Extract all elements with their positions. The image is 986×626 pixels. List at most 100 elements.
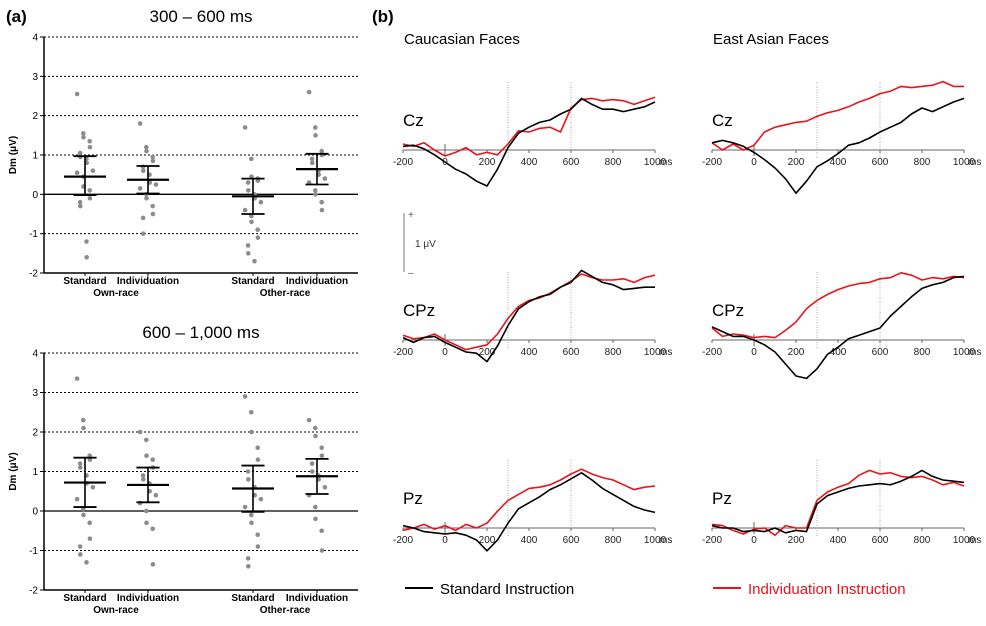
plot-1-data-point <box>322 176 328 181</box>
plot-1-data-point <box>78 203 83 209</box>
plot-2-group-label: Own-race <box>93 605 139 616</box>
plot-1-data-point <box>144 195 149 201</box>
plot-2-data-point <box>310 469 315 474</box>
plot-1-data-point <box>319 199 325 205</box>
plot-2-data-point <box>313 433 318 439</box>
voltage-scale-bar: + – 1 μV <box>403 210 436 279</box>
scale-bar-plus: + <box>408 210 414 221</box>
plot-1-data-point <box>74 170 80 175</box>
erp-cpz-east-asian-x-tick-label: 1000 <box>953 347 976 358</box>
plot-2-data-point <box>313 516 318 522</box>
plot-1-data-point <box>74 91 80 97</box>
plot-2-data-point <box>74 496 80 502</box>
plot-1-data-point <box>87 138 92 144</box>
plot-1-data-point <box>258 199 264 205</box>
erp-cz-caucasian-x-tick-label: 400 <box>521 157 538 168</box>
plot-2-y-tick-label: -1 <box>29 546 38 557</box>
plot-1-data-point <box>141 168 146 174</box>
erp-cpz-east-asian-x-unit-label: ms <box>968 347 981 358</box>
erp-pz-east-asian-x-tick-label: 800 <box>914 535 931 546</box>
legend-standard-label: Standard Instruction <box>440 581 574 598</box>
erp-pz-caucasian-standard-line <box>402 472 656 552</box>
erp-cz-east-asian-x-tick-label: 400 <box>830 157 847 168</box>
plot-1-y-tick-label: -2 <box>29 269 38 280</box>
plot-1-data-point <box>144 148 149 154</box>
plot-1-data-point <box>245 243 251 248</box>
erp-pz-east-asian-x-unit-label: ms <box>968 535 981 546</box>
plot-2-data-point <box>245 469 251 474</box>
plot-2-data-point <box>144 508 149 514</box>
scale-bar-minus: – <box>408 268 414 279</box>
erp-cz-caucasian-x-tick-label: 800 <box>605 157 622 168</box>
plot-2-data-point <box>319 453 325 459</box>
plot-1-data-point <box>255 227 260 233</box>
plot-1-data-point <box>144 144 149 150</box>
plot-2-data-point <box>84 560 89 565</box>
plot-1-data-point <box>84 254 89 260</box>
plot-1-data-point <box>313 192 318 197</box>
panel-a-label: (a) <box>6 7 27 26</box>
plot-1-data-point <box>81 135 86 140</box>
erp-waveform-grid: Caucasian Faces East Asian Faces -200 0 200 4… <box>393 31 981 552</box>
erp-cpz-east-asian-x-tick-label: 200 <box>788 347 805 358</box>
plot-1-data-point <box>150 211 156 217</box>
plot-1-y-tick-label: 3 <box>32 72 38 83</box>
plot-2-data-point <box>319 528 325 534</box>
plot-2-data-point <box>249 512 254 518</box>
plot-2-data-point <box>313 504 318 510</box>
plot-2-group-label: Other-race <box>260 605 311 616</box>
erp-cz-east-asian-x-unit-label: ms <box>968 157 981 168</box>
plot-2-data-point <box>245 556 251 561</box>
plot-1-data-point <box>87 195 93 201</box>
plot-2-data-point <box>255 445 260 451</box>
column-title-1: Caucasian Faces <box>404 31 520 48</box>
plot-1-data-point <box>242 125 248 130</box>
erp-pz-east-asian-x-tick-label: 1000 <box>953 535 976 546</box>
erp-cz-caucasian-channel-label: Cz <box>403 111 424 130</box>
plot-1-data-point <box>313 125 318 130</box>
erp-cpz-caucasian-x-tick-label: 800 <box>605 347 622 358</box>
plot-2-condition-label: Standard <box>63 593 106 604</box>
plot-2-data-point <box>322 485 328 490</box>
erp-cpz-caucasian-x-tick-label: 1000 <box>644 347 667 358</box>
erp-cz-caucasian-x-unit-label: ms <box>659 157 672 168</box>
plot-2-data-point <box>319 445 325 451</box>
erp-cpz-caucasian-x-tick-label: 0 <box>442 347 448 358</box>
erp-cpz-caucasian-channel-label: CPz <box>403 301 435 320</box>
plot-2-y-tick-label: -2 <box>29 586 38 597</box>
plot-1-data-point <box>246 188 251 193</box>
plot-1-condition-label: Individuation <box>286 276 348 287</box>
plot-2-data-point <box>150 457 155 462</box>
plot-2-y-tick-label: 4 <box>32 349 38 360</box>
plot-2-data-point <box>144 437 149 443</box>
plot-1-data-point <box>245 180 251 185</box>
plot-2-y-axis-label: Dm (μV) <box>8 452 19 490</box>
plot-1-data-point <box>306 89 312 95</box>
plot-1-data-point <box>249 219 254 225</box>
erp-pz-caucasian-x-tick-label: -200 <box>393 535 413 546</box>
plot-1-y-tick-label: -1 <box>29 229 38 240</box>
plot-1-data-point <box>87 144 93 150</box>
erp-cpz-east-asian-x-tick-label: -200 <box>702 347 722 358</box>
erp-cz-caucasian-x-tick-label: 200 <box>479 157 496 168</box>
plot-1-data-point <box>150 158 156 164</box>
erp-pz-caucasian-x-tick-label: 200 <box>479 535 496 546</box>
plot-2-data-point <box>141 477 146 482</box>
erp-cz-east-asian-standard-line <box>711 97 965 194</box>
erp-cpz-east-asian-channel-label: CPz <box>712 301 744 320</box>
plot-1-data-point <box>309 156 315 162</box>
erp-cpz-caucasian-individuation-line <box>402 273 656 351</box>
plot-2-data-point <box>81 425 86 431</box>
erp-cz-east-asian-x-tick-label: 0 <box>751 157 757 168</box>
plot-1-data-point <box>242 207 248 213</box>
plot-1-data-point <box>255 235 261 240</box>
column-title-2: East Asian Faces <box>713 31 829 48</box>
erp-pz-caucasian-individuation-line <box>402 468 656 532</box>
erp-pz-caucasian-x-tick-label: 0 <box>442 535 448 546</box>
erp-pz-caucasian-x-tick-label: 1000 <box>644 535 667 546</box>
plot-1-data-point <box>137 186 143 191</box>
plot-1-y-tick-label: 0 <box>32 190 38 201</box>
plot-2-data-point <box>81 512 86 518</box>
panel-b-label: (b) <box>372 7 394 26</box>
erp-cpz-east-asian-x-tick-label: 400 <box>830 347 847 358</box>
